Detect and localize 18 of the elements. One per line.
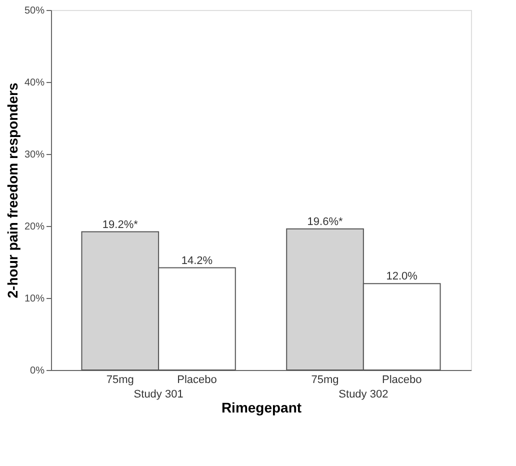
y-axis-title: 2-hour pain freedom responders	[4, 82, 20, 298]
text: Placebo	[382, 374, 422, 386]
y-tick-label: 40%	[24, 78, 45, 88]
data-label: 14.2%	[181, 254, 213, 267]
series-label: 75mg	[106, 374, 134, 386]
y-tick-label: 0%	[30, 366, 45, 376]
text: 75mg	[311, 374, 339, 386]
y-tick-label: 10%	[24, 294, 45, 304]
x-tick-label: Study 302	[338, 388, 388, 400]
x-axis-title: Rimegepant	[221, 400, 302, 416]
y-tick-label: 50%	[24, 6, 45, 16]
series-label: Placebo	[177, 374, 217, 386]
x-tick-label: Study 301	[134, 388, 184, 400]
data-label: 12.0%	[386, 270, 418, 283]
data-label: 19.6%*	[307, 216, 344, 228]
y-tick-label: 20%	[24, 222, 45, 232]
y-tick-label: 30%	[24, 150, 45, 160]
data-label: 19.2%*	[102, 218, 139, 231]
